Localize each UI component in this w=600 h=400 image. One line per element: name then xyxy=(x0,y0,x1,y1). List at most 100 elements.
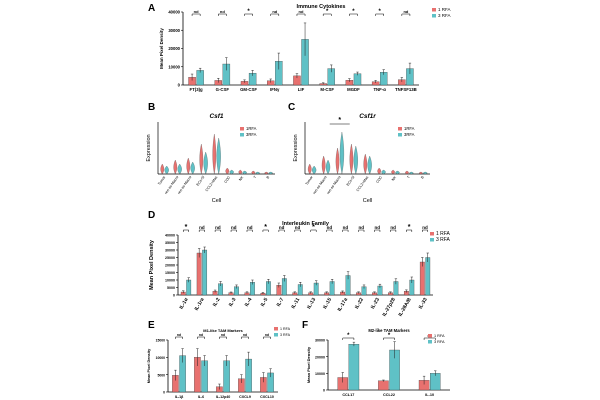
sig-label: nd xyxy=(265,333,269,337)
category-label: TNF-α xyxy=(373,87,386,92)
category-label: IL-23 xyxy=(370,297,381,310)
category-label: IL-17a xyxy=(337,297,350,313)
sig-label: nd xyxy=(403,9,408,14)
legend-label: 3 RFA xyxy=(280,333,291,337)
category-label: NK xyxy=(391,175,397,182)
category-label: CCL22 xyxy=(383,393,395,397)
sig-label: * xyxy=(247,9,250,15)
chart-title: M1-like TAM Markers xyxy=(203,328,243,333)
violin-3rfa xyxy=(325,159,331,175)
category-label: IL-22 xyxy=(354,297,365,310)
y-tick-label: 40000 xyxy=(165,234,175,238)
violin-3rfa xyxy=(423,171,428,175)
legend-swatch xyxy=(274,333,278,337)
category-label: CXCL10 xyxy=(260,395,274,399)
violin-1rfa xyxy=(186,157,191,175)
bar-3rfa xyxy=(425,257,431,296)
y-tick-label: 20000 xyxy=(168,46,180,51)
chart-title: Csf1 xyxy=(209,113,223,120)
y-tick-label: 0 xyxy=(163,391,165,395)
panel-label-d: D xyxy=(148,210,155,221)
violin-3rfa xyxy=(229,169,234,175)
violin-3rfa xyxy=(367,155,372,175)
legend-label: 1 RFA xyxy=(280,327,291,331)
sig-label: nd xyxy=(327,225,333,230)
legend-label: 1RFA xyxy=(404,126,415,131)
violin-3rfa xyxy=(353,145,358,175)
category-label: CDC xyxy=(224,175,232,184)
violin-3rfa xyxy=(381,169,386,175)
legend-label: 1 RFA xyxy=(438,7,451,12)
violin-3rfa xyxy=(339,131,345,175)
panel-label-c: C xyxy=(288,102,295,113)
y-tick-label: 15000 xyxy=(165,271,175,275)
sig-label: nd xyxy=(422,225,428,230)
category-label: GM-CSF xyxy=(240,87,257,92)
y-axis-label: Expression xyxy=(293,134,299,161)
violin-1rfa xyxy=(405,170,409,175)
violin-3rfa xyxy=(312,165,317,175)
category-label: IL-28A/B xyxy=(397,297,413,318)
category-label: G-CSF xyxy=(216,87,230,92)
y-axis-label: Mean Pixel Density xyxy=(147,348,151,383)
violin-3rfa xyxy=(190,161,195,175)
sig-label: * xyxy=(378,9,381,15)
category-label: T xyxy=(253,175,258,180)
category-label: CCL17 xyxy=(342,393,354,397)
sig-label: * xyxy=(312,224,315,231)
y-tick-label: 25000 xyxy=(165,256,175,260)
category-label: NK xyxy=(238,175,244,182)
sig-label: nd xyxy=(177,333,181,337)
y-tick-label: 10000 xyxy=(315,372,325,376)
sig-label: nd xyxy=(199,225,205,230)
sig-label: * xyxy=(388,333,391,339)
panel-label-f: F xyxy=(302,320,308,331)
y-tick-label: 0 xyxy=(178,83,181,88)
category-label: IL-1α xyxy=(179,296,191,310)
violin-1rfa xyxy=(419,171,423,175)
category-label: CCL2+Mac xyxy=(356,175,370,192)
y-axis-label: Mean Pixel Density xyxy=(159,28,164,69)
violin-1rfa xyxy=(225,167,230,175)
category-label: ren-ss-Macro xyxy=(312,175,327,195)
panel-d-chart: Interleukin Family 0 5000 10000 15000 20000 25… xyxy=(149,221,451,318)
y-tick-label: 15000 xyxy=(156,339,166,343)
violin-1rfa xyxy=(173,159,178,175)
chart-title: M2-like TAM Markers xyxy=(368,328,410,333)
sig-label: * xyxy=(408,224,411,231)
category-label: MGDF xyxy=(347,87,360,92)
bar-1rfa xyxy=(378,380,389,391)
category-label: FT(3)g xyxy=(190,87,204,92)
sig-label: nd xyxy=(374,225,380,230)
chart-title: Immune Cytokines xyxy=(297,4,346,10)
category-label: CDC xyxy=(375,175,383,184)
category-label: IL-1β xyxy=(175,395,184,399)
sig-label: nd xyxy=(279,225,285,230)
legend-label: 3RFA xyxy=(246,132,257,137)
sig-label: * xyxy=(185,224,188,231)
bar-1rfa xyxy=(196,252,202,296)
category-label: TNFSF13B xyxy=(395,87,417,92)
violin-3rfa xyxy=(177,163,182,175)
y-tick-label: 30000 xyxy=(315,339,325,343)
category-label: Tumor xyxy=(157,175,167,186)
violin-1rfa xyxy=(321,155,326,175)
y-tick-label: 35000 xyxy=(165,241,175,245)
category-label: IL-5 xyxy=(260,297,270,308)
sig-label: nd xyxy=(359,225,365,230)
category-label: M-CSF xyxy=(320,87,334,92)
legend-label: 1 RFA xyxy=(436,231,451,237)
sig-label: * xyxy=(338,117,341,124)
y-tick-label: 30000 xyxy=(165,249,175,253)
violin-1rfa xyxy=(264,171,269,175)
violin-1rfa xyxy=(199,143,204,175)
category-label: CXCL9 xyxy=(239,395,251,399)
category-label: Tumor xyxy=(305,175,315,186)
sig-label: * xyxy=(264,224,267,231)
legend-swatch xyxy=(240,127,244,131)
x-axis-label: Cell xyxy=(212,198,221,204)
legend-swatch xyxy=(240,133,244,137)
violin-1rfa xyxy=(160,163,165,175)
sig-label: nd xyxy=(295,225,301,230)
legend-swatch xyxy=(428,340,432,344)
